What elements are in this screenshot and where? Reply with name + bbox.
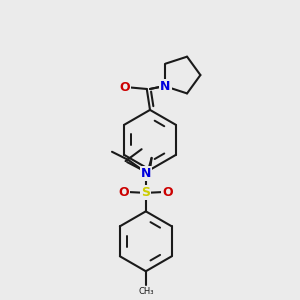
Text: O: O (118, 185, 129, 199)
Text: CH₃: CH₃ (138, 287, 154, 296)
Text: O: O (162, 185, 173, 199)
Text: N: N (141, 167, 151, 180)
Text: S: S (141, 186, 150, 199)
Text: N: N (160, 80, 171, 93)
Text: O: O (120, 81, 130, 94)
